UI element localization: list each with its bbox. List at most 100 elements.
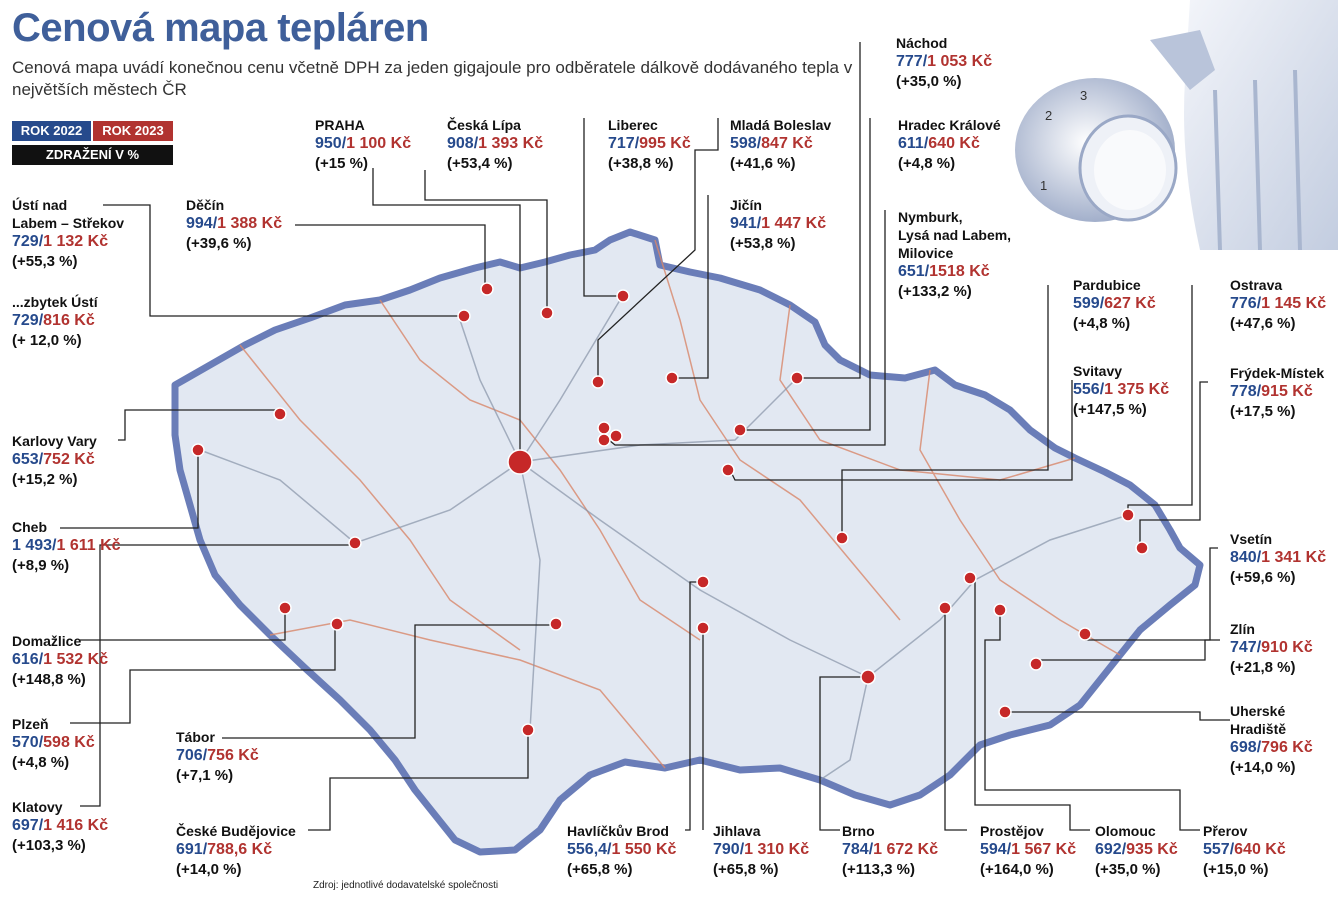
city-label-mlada-boleslav[interactable]: Mladá Boleslav 598/847 Kč (+41,6 %) [730,116,831,174]
city-label-jihlava[interactable]: Jihlava 790/1 310 Kč (+65,8 %) [713,822,809,880]
price-change: (+41,6 %) [730,155,796,172]
city-label-zlin[interactable]: Zlín 747/910 Kč (+21,8 %) [1230,620,1313,678]
city-label-usti-strekov[interactable]: Ústí nad Labem – Střekov 729/1 132 Kč (+55… [12,196,124,272]
city-prices: 941/1 447 Kč [730,215,827,232]
price-change: (+15 %) [315,155,368,172]
price-change: (+ 12,0 %) [12,332,82,349]
price-2023: 995 Kč [639,135,691,152]
city-name: Uherské Hradiště [1230,703,1287,737]
city-name: Nymburk, Lysá nad Labem, Milovice [898,209,1012,261]
price-2022: 698 [1230,739,1257,756]
city-label-olomouc[interactable]: Olomouc 692/935 Kč (+35,0 %) [1095,822,1178,880]
marker-frydek[interactable] [1135,541,1149,555]
marker-prostejov[interactable] [938,601,952,615]
price-change: (+21,8 %) [1230,659,1296,676]
marker-nymburk[interactable] [597,421,611,435]
price-2022: 651 [898,263,925,280]
price-2023: 1 388 Kč [217,215,283,232]
city-label-plzen[interactable]: Plzeň 570/598 Kč (+4,8 %) [12,715,95,773]
price-change: (+59,6 %) [1230,569,1296,586]
region-borders [239,239,1121,769]
city-label-cheb[interactable]: Cheb 1 493/1 611 Kč (+8,9 %) [12,518,121,576]
price-2023: 1 310 Kč [744,841,810,858]
price-2023: 1518 Kč [929,263,990,280]
city-label-frydek[interactable]: Frýdek-Místek 778/915 Kč (+17,5 %) [1230,364,1324,422]
city-label-havlickuv-brod[interactable]: Havlíčkův Brod 556,4/1 550 Kč (+65,8 %) [567,822,676,880]
marker-tabor[interactable] [549,617,563,631]
marker-prerov[interactable] [993,603,1007,617]
marker-nachod[interactable] [790,371,804,385]
marker-ceske-budejovice[interactable] [521,723,535,737]
city-label-brno[interactable]: Brno 784/1 672 Kč (+113,3 %) [842,822,938,880]
marker-domazlice[interactable] [278,601,292,615]
marker-jihlava[interactable] [696,621,710,635]
marker-ostrava[interactable] [1121,508,1135,522]
city-name: Ústí nad Labem – Střekov [12,197,125,231]
city-label-svitavy[interactable]: Svitavy 556/1 375 Kč (+147,5 %) [1073,362,1169,420]
marker-cheb[interactable] [191,443,205,457]
marker-brno[interactable] [860,669,876,685]
city-label-ceska-lipa[interactable]: Česká Lípa 908/1 393 Kč (+53,4 %) [447,116,543,174]
marker-milovice[interactable] [597,433,611,447]
price-2023: 1 532 Kč [43,651,109,668]
city-prices: 691/788,6 Kč [176,841,273,858]
city-label-nymburk[interactable]: Nymburk, Lysá nad Labem, Milovice 651/151… [898,208,1011,302]
city-label-vsetin[interactable]: Vsetín 840/1 341 Kč (+59,6 %) [1230,530,1326,588]
marker-usti[interactable] [457,309,471,323]
price-2022: 776 [1230,295,1257,312]
marker-decin[interactable] [480,282,494,296]
marker-pardubice[interactable] [835,531,849,545]
marker-uherske-hradiste[interactable] [998,705,1012,719]
city-label-nachod[interactable]: Náchod 777/1 053 Kč (+35,0 %) [896,34,992,92]
city-prices: 598/847 Kč [730,135,813,152]
city-name: Tábor [176,729,215,745]
marker-olomouc[interactable] [963,571,977,585]
marker-liberec[interactable] [616,289,630,303]
city-label-pardubice[interactable]: Pardubice 599/627 Kč (+4,8 %) [1073,276,1156,334]
city-prices: 698/796 Kč [1230,739,1313,756]
city-name: Přerov [1203,823,1248,839]
marker-havlickuv-brod[interactable] [696,575,710,589]
city-label-decin[interactable]: Děčín 994/1 388 Kč (+39,6 %) [186,196,282,254]
marker-zlin[interactable] [1029,657,1043,671]
marker-lysa[interactable] [609,429,623,443]
source-note: Zdroj: jednotlivé dodavatelské společnos… [313,880,499,891]
city-name: Liberec [608,117,658,133]
city-label-ceske-budejovice[interactable]: České Budějovice 691/788,6 Kč (+14,0 %) [176,822,296,880]
marker-vsetin[interactable] [1078,627,1092,641]
city-label-praha[interactable]: PRAHA 950/1 100 Kč (+15 %) [315,116,411,174]
marker-plzen[interactable] [348,536,362,550]
marker-jicin[interactable] [665,371,679,385]
marker-mlada-boleslav[interactable] [591,375,605,389]
price-change: (+47,6 %) [1230,315,1296,332]
price-2023: 788,6 Kč [207,841,273,858]
city-label-tabor[interactable]: Tábor 706/756 Kč (+7,1 %) [176,728,259,786]
city-name: Plzeň [12,716,49,732]
city-name: Jihlava [713,823,761,839]
city-label-ostrava[interactable]: Ostrava 776/1 145 Kč (+47,6 %) [1230,276,1326,334]
marker-klatovy[interactable] [330,617,344,631]
city-label-liberec[interactable]: Liberec 717/995 Kč (+38,8 %) [608,116,691,174]
city-label-karlovy-vary[interactable]: Karlovy Vary 653/752 Kč (+15,2 %) [12,432,97,490]
price-2022: 747 [1230,639,1257,656]
city-label-jicin[interactable]: Jičín 941/1 447 Kč (+53,8 %) [730,196,826,254]
city-prices: 717/995 Kč [608,135,691,152]
city-label-usti-zbytek[interactable]: ...zbytek Ústí 729/816 Kč (+ 12,0 %) [12,293,98,351]
marker-ceska-lipa[interactable] [540,306,554,320]
price-change: (+14,0 %) [1230,759,1296,776]
city-label-prerov[interactable]: Přerov 557/640 Kč (+15,0 %) [1203,822,1286,880]
price-2022: 692 [1095,841,1122,858]
city-label-prostejov[interactable]: Prostějov 594/1 567 Kč (+164,0 %) [980,822,1076,880]
city-label-hradec[interactable]: Hradec Králové 611/640 Kč (+4,8 %) [898,116,1001,174]
city-label-domazlice[interactable]: Domažlice 616/1 532 Kč (+148,8 %) [12,632,108,690]
marker-hradec[interactable] [733,423,747,437]
marker-svitavy[interactable] [721,463,735,477]
city-label-klatovy[interactable]: Klatovy 697/1 416 Kč (+103,3 %) [12,798,108,856]
price-2022: 908 [447,135,474,152]
city-prices: 651/1518 Kč [898,263,990,280]
marker-praha[interactable] [507,449,533,475]
city-label-uherske-hradiste[interactable]: Uherské Hradiště 698/796 Kč (+14,0 %) [1230,702,1313,778]
marker-karlovy-vary[interactable] [273,407,287,421]
price-change: (+55,3 %) [12,253,78,270]
price-change: (+65,8 %) [567,861,633,878]
